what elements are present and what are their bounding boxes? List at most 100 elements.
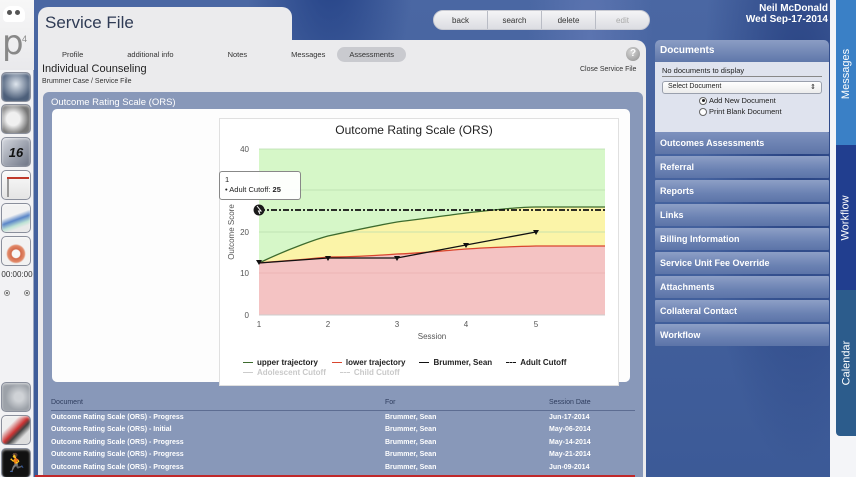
tab-assessments[interactable]: Assessments [337,47,406,62]
side-tab-messages[interactable]: Messages [836,0,856,148]
tab-messages[interactable]: Messages [291,50,326,59]
ors-chart: Outcome Rating Scale (ORS) 40 20 10 0 1 … [227,123,605,341]
column-for[interactable]: For [385,399,396,406]
radio-checked-icon [699,96,707,105]
y-ticks: 40 20 10 0 [240,145,249,320]
svg-text:1: 1 [257,320,262,329]
tab-profile[interactable]: Profile [62,50,84,59]
tab-notes[interactable]: Notes [227,50,248,59]
help-icon[interactable]: ? [626,47,640,61]
session-timer: 00:00:00 [1,270,33,279]
legend-child-cutoff[interactable]: Child Cutoff [339,368,400,377]
svg-text:40: 40 [240,145,249,154]
accordion-collateral-contact[interactable]: Collateral Contact [655,300,829,322]
breadcrumb: Brummer Case / Service File [42,78,132,85]
legend-swatch [243,371,253,373]
tooltip-value: 25 [272,185,281,194]
help-glyph: ? [629,48,637,59]
legend-adolescent-cutoff[interactable]: Adolescent Cutoff [243,368,326,377]
table-header: Document For Session Date [51,399,635,411]
table-row[interactable]: Outcome Rating Scale (ORS) - Progress Br… [51,438,591,446]
column-document[interactable]: Document [51,399,83,406]
user-name: Neil McDonald [759,3,828,14]
timer-stop-button[interactable] [24,290,30,296]
legend-swatch [331,361,342,363]
left-rail: p 4 16 00:00:00 🏃 [0,0,34,477]
chart-tooltip: 1 • Adult Cutoff: 25 [219,171,301,200]
legend-swatch [339,371,350,373]
brummer-sean-markers [256,230,539,265]
grid-lines [259,148,605,274]
bottom-scroll-indicator [35,475,635,477]
y-axis-label: Outcome Score [227,204,236,260]
accordion-attachments[interactable]: Attachments [655,276,829,298]
chart-legend: upper trajectory lower trajectory Brumme… [243,357,566,377]
back-button[interactable]: back [434,11,488,29]
legend-swatch [419,361,430,363]
legend-adult-cutoff[interactable]: Adult Cutoff [506,358,566,367]
toolbar: back search delete edit [433,10,650,30]
chart-title: Outcome Rating Scale (ORS) [335,123,492,137]
documents-header[interactable]: Documents [655,40,829,62]
add-new-document-radio[interactable]: Add New Document [699,96,822,105]
select-document-dropdown[interactable]: Select Document ⇕ [662,81,822,94]
table-row[interactable]: Outcome Rating Scale (ORS) - Progress Br… [51,463,590,471]
table-row[interactable]: Outcome Rating Scale (ORS) - Progress Br… [51,413,590,421]
flag-icon[interactable] [1,170,31,200]
exit-icon[interactable]: 🏃 [1,448,31,477]
delete-button[interactable]: delete [542,11,596,29]
search-button[interactable]: search [488,11,542,29]
column-session-date[interactable]: Session Date [549,399,591,406]
svg-text:10: 10 [240,269,249,278]
hover-point[interactable] [253,204,265,216]
tab-additional-info[interactable]: additional info [127,50,174,59]
photo-icon[interactable] [1,72,31,102]
calendar-day-label: 16 [8,145,24,160]
svg-text:0: 0 [245,311,250,320]
print-blank-document-radio[interactable]: Print Blank Document [699,107,822,116]
documents-table: Document For Session Date Outcome Rating… [51,399,635,474]
accordion-service-unit-fee-override[interactable]: Service Unit Fee Override [655,252,829,274]
accordion-referral[interactable]: Referral [655,156,829,178]
window-title: Service File [45,13,134,32]
side-tab-calendar[interactable]: Calendar [836,290,856,436]
svg-text:5: 5 [534,320,539,329]
yellow-band [259,207,605,263]
exit-glyph: 🏃 [4,453,28,473]
table-row[interactable]: Outcome Rating Scale (ORS) - Progress Br… [51,451,591,459]
legend-brummer-sean[interactable]: Brummer, Sean [419,358,492,367]
service-file-tabs: Profile additional info Notes Messages A… [50,47,406,62]
owl-icon [3,6,25,22]
user-info: Neil McDonald Wed Sep-17-2014 [746,3,828,25]
select-value: Select Document [668,83,722,90]
calendar-16-icon[interactable]: 16 [1,137,31,167]
svg-text:3: 3 [395,320,400,329]
newspaper-icon[interactable] [1,415,31,445]
legend-lower-trajectory[interactable]: lower trajectory [331,358,405,367]
close-service-file-link[interactable]: Close Service File [580,66,637,73]
tooltip-x: 1 [225,175,230,184]
disc-icon[interactable] [1,382,31,412]
clock-icon[interactable] [1,104,31,134]
cursor-icon [256,205,263,215]
logo-superscript: 4 [22,34,28,44]
x-ticks: 1 2 3 4 5 [257,320,539,329]
legend-swatch [243,361,253,363]
legend-swatch [506,361,517,363]
side-tab-workflow[interactable]: Workflow [836,145,856,291]
legend-upper-trajectory[interactable]: upper trajectory [243,358,318,367]
documents-panel: Documents No documents to display Select… [655,40,829,346]
svg-text:2: 2 [326,320,331,329]
table-row[interactable]: Outcome Rating Scale (ORS) - Initial Bru… [51,426,591,434]
accordion-billing-information[interactable]: Billing Information [655,228,829,250]
no-documents-text: No documents to display [662,66,822,77]
accordion-outcomes-assessments[interactable]: Outcomes Assessments [655,132,829,154]
accordion-links[interactable]: Links [655,204,829,226]
timer-start-button[interactable] [4,290,10,296]
current-date: Wed Sep-17-2014 [745,14,828,25]
accordion-workflow[interactable]: Workflow [655,324,829,346]
notebook-icon[interactable] [1,203,31,233]
accordion-reports[interactable]: Reports [655,180,829,202]
lifebuoy-icon[interactable] [1,236,31,266]
edit-button[interactable]: edit [596,11,649,29]
